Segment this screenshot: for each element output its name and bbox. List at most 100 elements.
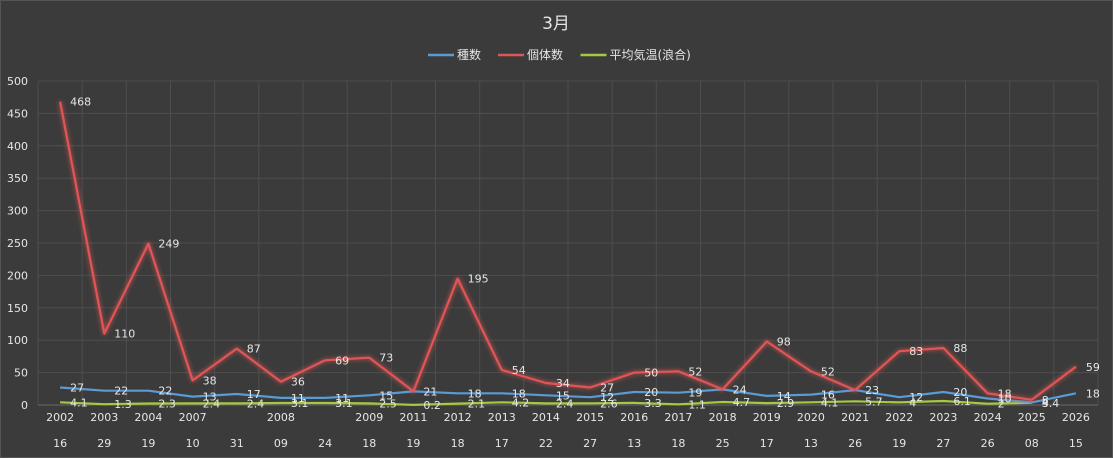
x-tick-label-year: 2008 (267, 411, 295, 424)
x-tick-label-day: 09 (274, 437, 288, 450)
data-label: 2.1 (468, 398, 486, 411)
chart-title: 3月 (542, 14, 570, 34)
x-tick-label-day: 19 (892, 437, 906, 450)
series-line-1 (59, 101, 1077, 401)
x-tick-label-day: 26 (848, 437, 862, 450)
x-tick-label-day: 17 (495, 437, 509, 450)
x-tick-label-year: 2024 (974, 411, 1002, 424)
data-label: 1.1 (688, 398, 706, 411)
x-tick-label-day: 25 (716, 437, 730, 450)
data-label: 11 (335, 392, 349, 405)
x-tick-label-day: 27 (936, 437, 950, 450)
data-label: 18 (998, 387, 1012, 400)
x-tick-label-year: 2014 (532, 411, 560, 424)
x-tick-label-day: 31 (230, 437, 244, 450)
data-label: 23 (865, 384, 879, 397)
data-label: 34 (556, 377, 570, 390)
series-layer (59, 101, 1077, 406)
data-label: 4.2 (512, 396, 530, 409)
y-tick-label: 400 (7, 140, 28, 153)
y-tick-label: 200 (7, 269, 28, 282)
series-line-0 (60, 386, 1077, 404)
data-label: 13 (203, 391, 217, 404)
data-label: 4.7 (733, 396, 751, 409)
data-label: 2 (998, 398, 1005, 411)
data-label: 20 (644, 386, 658, 399)
x-axis: 2002 2003 2004 2007 2008 2009 2011 2012 2013 2014… (46, 411, 1090, 450)
x-tick-label-year: 2016 (620, 411, 648, 424)
x-tick-label-year: 2019 (753, 411, 781, 424)
y-tick-label: 450 (7, 107, 28, 120)
y-tick-label: 0 (21, 399, 28, 412)
data-label: 18 (1086, 387, 1100, 400)
x-tick-label-year: 2011 (399, 411, 427, 424)
x-tick-label-year: 2017 (664, 411, 692, 424)
data-label: 4.1 (821, 396, 839, 409)
data-label: 21 (423, 385, 437, 398)
data-label: 110 (114, 328, 135, 341)
data-label: 59 (1086, 361, 1100, 374)
x-tick-label-year: 2022 (885, 411, 913, 424)
x-tick-label-year: 2013 (488, 411, 516, 424)
data-label: 87 (247, 343, 261, 356)
data-label: 4 (909, 396, 916, 409)
data-label: 10 (998, 393, 1012, 406)
y-tick-label: 500 (7, 75, 28, 88)
data-label: 249 (158, 238, 179, 251)
data-label: 2.9 (777, 397, 795, 410)
y-tick-label: 300 (7, 205, 28, 218)
x-tick-label-year: 2018 (709, 411, 737, 424)
data-label: 4.1 (70, 396, 88, 409)
data-label: 16 (821, 389, 835, 402)
data-label: 3.4 (1042, 397, 1060, 410)
y-tick-label: 100 (7, 334, 28, 347)
x-tick-label-year: 2012 (444, 411, 472, 424)
data-label: 98 (777, 335, 791, 348)
x-tick-label-year: 2009 (355, 411, 383, 424)
data-label: 83 (909, 345, 923, 358)
data-label: 38 (203, 374, 217, 387)
x-tick-label-year: 2002 (46, 411, 74, 424)
data-label: 88 (953, 342, 967, 355)
data-label: 69 (335, 354, 349, 367)
data-label: 24 (733, 383, 747, 396)
grid (37, 80, 1099, 406)
x-tick-label-day: 19 (406, 437, 420, 450)
x-tick-label-day: 29 (97, 437, 111, 450)
data-label: 3.3 (644, 397, 662, 410)
series-line-2 (60, 399, 1032, 406)
data-label: 4 (1042, 396, 1049, 409)
y-tick-label: 50 (14, 367, 28, 380)
legend-label: 種数 (457, 47, 481, 62)
x-tick-label-day: 27 (583, 437, 597, 450)
x-tick-label-day: 18 (362, 437, 376, 450)
x-tick-label-day: 18 (451, 437, 465, 450)
data-label: 18 (468, 387, 482, 400)
x-tick-label-year: 2026 (1062, 411, 1090, 424)
data-label: 12 (600, 391, 614, 404)
data-label: 52 (688, 365, 702, 378)
data-label: 2.4 (203, 397, 221, 410)
legend: 種数 個体数 平均気温(浪合) (428, 47, 691, 62)
data-label: 15 (556, 389, 570, 402)
data-label: 3.1 (291, 397, 309, 410)
x-tick-label-day: 24 (318, 437, 332, 450)
x-tick-label-day: 18 (671, 437, 685, 450)
y-axis: 0 50 100 150 200 250 300 350 400 450 500 (7, 75, 28, 412)
data-label: 468 (70, 96, 91, 109)
data-label: 11 (291, 392, 305, 405)
data-label: 22 (158, 385, 172, 398)
data-label: 8 (1042, 394, 1049, 407)
data-label: 50 (644, 367, 658, 380)
data-label: 0.2 (423, 399, 441, 412)
legend-label: 平均気温(浪合) (610, 47, 691, 62)
data-label: 20 (953, 386, 967, 399)
data-label: 27 (70, 382, 84, 395)
data-label: 36 (291, 376, 305, 389)
x-tick-label-day: 26 (981, 437, 995, 450)
x-tick-label-year: 2015 (576, 411, 604, 424)
x-tick-label-day: 13 (804, 437, 818, 450)
data-label: 3.1 (335, 397, 353, 410)
x-tick-label-year: 2004 (134, 411, 162, 424)
